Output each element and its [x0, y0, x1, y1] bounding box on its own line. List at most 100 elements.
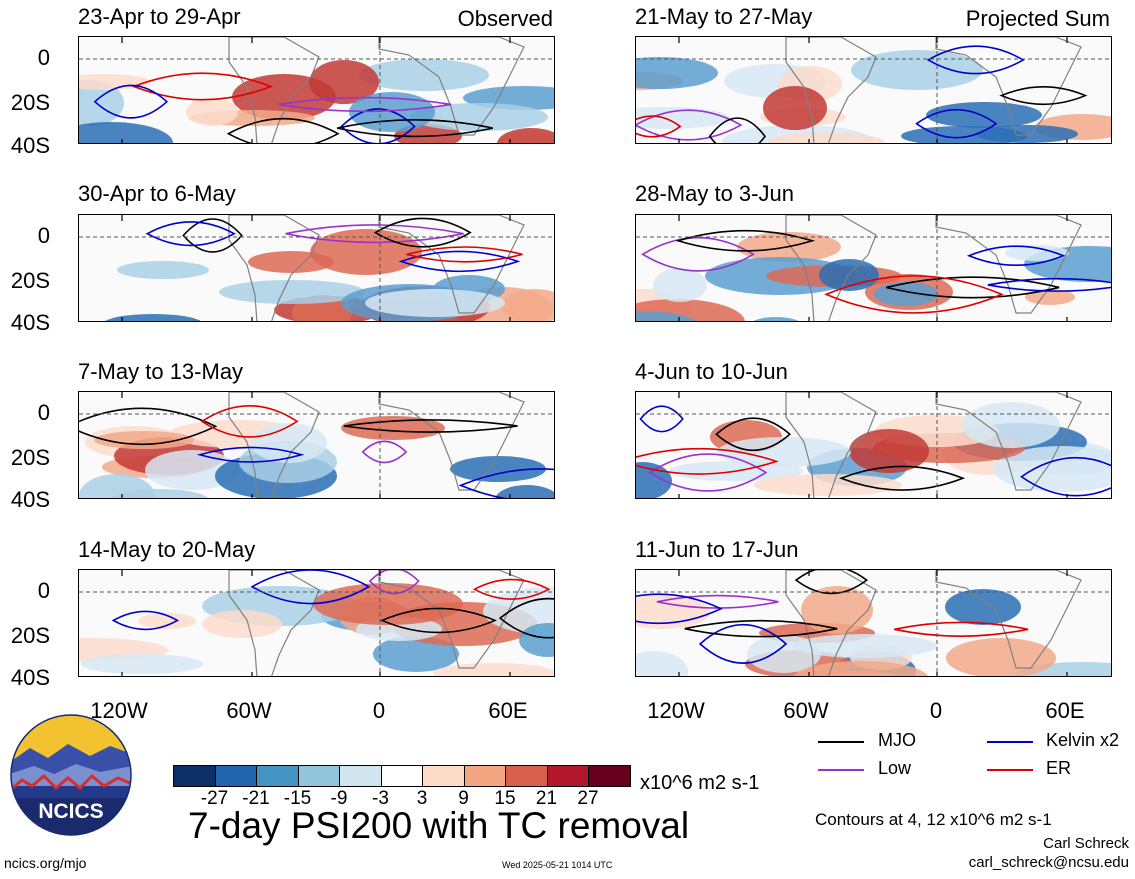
wave-contour — [999, 86, 1088, 106]
colorbar-units: x10^6 m2 s-1 — [640, 772, 760, 794]
psi-anomaly-shading — [497, 128, 554, 143]
panel-tag: Projected Sum — [965, 6, 1110, 31]
psi-anomaly-shading — [636, 651, 688, 676]
wave-contour — [675, 229, 816, 252]
legend-line-kelvin — [987, 741, 1033, 743]
lon-label: 120W — [647, 698, 705, 723]
south-america-outline — [785, 570, 877, 676]
wave-contour — [698, 624, 788, 664]
psi-anomaly-shading — [450, 456, 546, 482]
africa-outline — [378, 215, 525, 314]
map-panel — [635, 569, 1112, 677]
legend-label-mjo: MJO — [878, 730, 916, 750]
lat-label: 20S — [10, 90, 50, 115]
map-panel — [635, 36, 1112, 144]
email[interactable]: carl_schreck@ncsu.edu — [968, 854, 1129, 871]
africa-outline — [378, 37, 525, 136]
logo-text: NCICS — [38, 800, 103, 823]
legend-line-er — [987, 769, 1033, 771]
lat-label: 40S — [10, 487, 50, 512]
colorbar-segment — [297, 765, 340, 787]
psi-anomaly-shading — [763, 86, 827, 130]
wave-contour — [336, 119, 493, 138]
south-america-outline — [785, 215, 877, 321]
psi-anomaly-shading — [202, 610, 282, 638]
wave-contour — [285, 224, 464, 244]
panel-title: 14-May to 20-May — [78, 537, 256, 562]
lon-label: 60E — [1045, 698, 1085, 723]
colorbar-tick-label: 27 — [577, 788, 599, 809]
africa-outline — [378, 570, 525, 669]
wave-contour — [926, 45, 1025, 75]
lon-label: 120W — [90, 698, 148, 723]
lat-label: 40S — [10, 665, 50, 690]
legend-label-low: Low — [878, 758, 912, 778]
psi-anomaly-shading — [754, 474, 902, 496]
wave-contour — [715, 417, 792, 452]
psi-anomaly-shading — [81, 654, 203, 674]
psi-anomaly-shading — [495, 485, 554, 498]
wave-contour — [824, 275, 1004, 314]
colorbar-tick-label: -9 — [330, 788, 348, 809]
wave-contour — [966, 245, 1066, 266]
wave-contour — [361, 440, 408, 464]
psi-anomaly-shading — [145, 450, 239, 490]
colorbar-segment — [214, 765, 257, 787]
psi-anomaly-shading — [851, 50, 983, 90]
colorbar-tick-label: 9 — [458, 788, 469, 809]
colorbar-tick-label: -3 — [372, 788, 389, 809]
colorbar-tick-label: 3 — [416, 788, 428, 809]
legend-line-low — [818, 769, 864, 771]
psi-anomaly-shading — [1025, 289, 1075, 305]
psi-anomaly-shading — [793, 661, 929, 676]
africa-outline — [378, 392, 525, 491]
africa-outline — [935, 570, 1082, 669]
psi-anomaly-shading — [309, 60, 379, 104]
psi-anomaly-shading — [753, 317, 799, 321]
colorbar-tick-label: -21 — [242, 788, 270, 809]
africa-outline — [935, 392, 1082, 491]
psi-anomaly-shading — [79, 474, 155, 498]
psi-anomaly-shading — [433, 663, 554, 676]
lon-label: 60W — [783, 698, 829, 723]
lon-label: 60W — [226, 698, 272, 723]
lat-label: 40S — [10, 310, 50, 335]
legend-label-er: ER — [1046, 758, 1072, 778]
psi-anomaly-shading — [365, 289, 505, 317]
psi-anomaly-shading — [767, 132, 885, 143]
site-link[interactable]: ncics.org/mjo — [4, 855, 87, 871]
panel-title: 23-Apr to 29-Apr — [78, 4, 241, 29]
colorbar-segment — [339, 765, 382, 787]
wave-contour — [373, 217, 472, 248]
wave-contour — [794, 570, 869, 595]
wave-contour — [838, 465, 966, 491]
wave-contour — [131, 72, 274, 101]
map-panel — [78, 214, 555, 322]
lat-label: 20S — [10, 445, 50, 470]
wave-contour — [368, 570, 420, 595]
wave-contour — [641, 236, 755, 272]
wave-contour — [145, 221, 236, 247]
psi-anomaly-shading — [341, 416, 445, 440]
panel-title: 30-Apr to 6-May — [78, 181, 236, 206]
psi-anomaly-shading — [310, 229, 422, 275]
lat-label: 0 — [37, 223, 50, 248]
wave-contour — [458, 468, 554, 498]
wave-contour — [278, 96, 452, 113]
africa-outline — [935, 215, 1082, 314]
contours-note: Contours at 4, 12 x10^6 m2 s-1 — [815, 810, 1052, 829]
colorbar-tick-label: -27 — [200, 788, 229, 809]
lat-label: 0 — [37, 45, 50, 70]
wave-contour — [398, 250, 521, 273]
wave-contour — [182, 218, 243, 253]
wave-contour — [498, 597, 554, 639]
panel-title: 7-May to 13-May — [78, 359, 244, 384]
panel-tag: Observed — [457, 6, 553, 31]
south-america-outline — [228, 215, 320, 321]
psi-anomaly-shading — [976, 125, 1078, 143]
psi-anomaly-shading — [138, 613, 196, 629]
wave-contour — [915, 108, 998, 139]
africa-outline — [935, 37, 1082, 136]
psi-anomaly-shading — [636, 311, 697, 321]
timestamp: Wed 2025-05-21 1014 UTC — [502, 860, 613, 870]
